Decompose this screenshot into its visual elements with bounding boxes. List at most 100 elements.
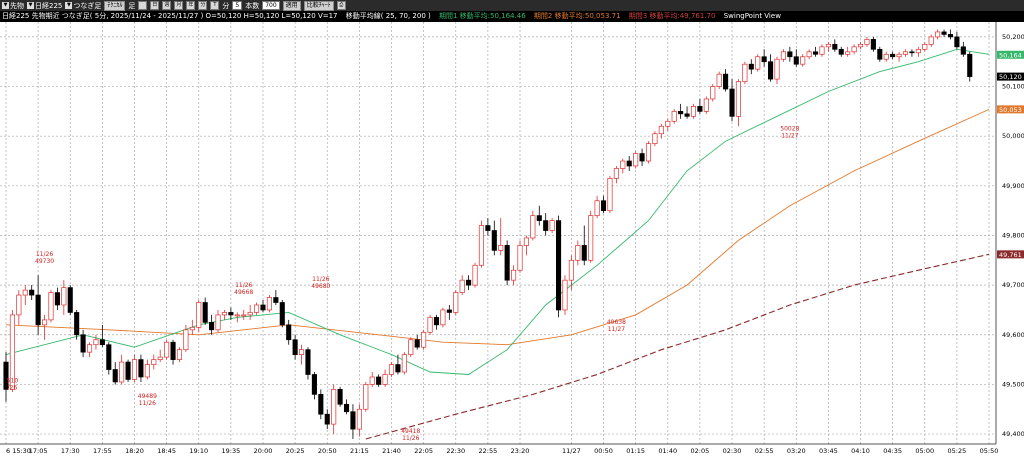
period-month-button[interactable]: 月 — [174, 1, 184, 10]
period-tick-button[interactable]: T — [210, 1, 220, 10]
candle-body — [947, 34, 954, 38]
x-tick-label: 23:20 — [511, 447, 530, 455]
swing-point-label: 11/26 — [235, 282, 252, 289]
x-tick-label: 00:50 — [594, 447, 613, 455]
chart-type-icon[interactable] — [138, 1, 148, 10]
candle-body — [896, 53, 902, 58]
interval-input[interactable]: 5 — [232, 1, 243, 10]
candle-body — [331, 389, 337, 425]
swing-point-label: 49489 — [138, 393, 157, 400]
x-tick-label: 05:00 — [915, 447, 934, 455]
period-year-button[interactable]: 年 — [186, 1, 196, 10]
candle-body — [421, 331, 427, 348]
candle-body — [414, 339, 420, 348]
candle-body — [909, 51, 915, 54]
candle-body — [41, 319, 48, 326]
candle-body — [221, 312, 228, 316]
candle-body — [254, 304, 260, 313]
candle-body — [144, 364, 150, 378]
candle-body — [164, 341, 170, 358]
technical-button[interactable]: ﾃｸﾆｶﾙ — [104, 0, 126, 11]
candle-body — [241, 314, 247, 317]
y-tick-label: 49,800 — [1002, 231, 1024, 239]
candle-body — [562, 279, 568, 311]
candle-body — [851, 46, 857, 53]
swing-point-label: /26 — [8, 384, 18, 391]
candle-body — [350, 411, 356, 430]
ma1-line — [5, 48, 990, 375]
candle-body — [954, 36, 960, 48]
candle-body — [215, 314, 221, 331]
candle-body — [967, 53, 973, 77]
ashi-label: 足 — [128, 1, 136, 10]
candle-body — [941, 31, 947, 35]
price-label-box — [997, 105, 1024, 114]
market-select[interactable]: ▼ 先物 — [2, 1, 24, 10]
candle-body — [74, 312, 80, 336]
candle-body — [29, 289, 35, 296]
swing-point-label: 11/26 — [312, 276, 329, 283]
candle-body — [35, 294, 41, 326]
compare-chart-button[interactable]: 比較ﾁｬｰﾄ — [303, 0, 334, 11]
candle-body — [928, 36, 934, 45]
candle-body — [787, 51, 793, 58]
candle-body — [106, 344, 112, 370]
candle-body — [774, 58, 780, 80]
candle-body — [555, 220, 562, 311]
candle-body — [838, 48, 844, 55]
candle-body — [633, 153, 639, 167]
candle-body — [523, 237, 529, 246]
candle-body — [395, 364, 401, 373]
candle-body — [80, 334, 86, 353]
candle-body — [273, 297, 279, 303]
instrument-select[interactable]: ▼ 日経225 — [27, 1, 63, 10]
candle-body — [266, 297, 272, 311]
period-minute-button[interactable]: 分 — [198, 1, 208, 10]
candle-body — [260, 304, 266, 311]
candle-body — [61, 287, 67, 306]
contract-select[interactable]: ▼ つなぎ足 — [65, 1, 102, 10]
x-tick-label: 04:35 — [883, 447, 902, 455]
candle-body — [812, 51, 819, 55]
swing-point-label: 49730 — [35, 258, 54, 265]
candle-body — [845, 51, 851, 55]
count-input[interactable]: 700 — [262, 1, 280, 10]
y-tick-label: 50,100 — [1002, 83, 1024, 91]
candle-body — [305, 349, 311, 375]
candle-body — [440, 309, 446, 326]
x-tick-label: 22:55 — [479, 447, 498, 455]
candle-body — [279, 302, 285, 326]
y-tick-label: 49,500 — [1002, 380, 1024, 388]
candle-body — [112, 369, 118, 383]
candle-body — [549, 220, 555, 231]
candle-body — [376, 376, 382, 385]
candle-body — [652, 133, 658, 144]
candle-body — [22, 289, 28, 296]
x-tick-label: 11/27 — [562, 447, 581, 455]
candle-body — [768, 61, 774, 80]
x-tick-label: 20:50 — [318, 447, 337, 455]
candle-body — [343, 403, 350, 413]
candle-body — [67, 287, 73, 313]
period-week-button[interactable]: 週 — [162, 1, 172, 10]
candle-body — [388, 364, 395, 375]
x-tick-label: 01:15 — [626, 447, 645, 455]
ma3-value: 期間3 移動平均:49,761.70 — [628, 12, 716, 20]
candle-body — [857, 43, 864, 48]
price-label-text: 50,120 — [999, 73, 1022, 81]
print-icon[interactable]: ⎙ — [336, 1, 346, 10]
ma3-line — [365, 253, 990, 440]
apply-button[interactable]: 適用 — [282, 0, 301, 11]
x-tick-label: 20:25 — [286, 447, 305, 455]
dropdown-arrow-icon: ▼ — [27, 2, 34, 9]
candle-body — [196, 302, 202, 328]
candle-body — [735, 81, 742, 117]
price-label-box — [997, 72, 1024, 81]
candle-body — [517, 245, 523, 271]
candle-body — [780, 51, 786, 60]
chart-info-bar: 日経225 先物期近 つなぎ足( 5分, 2025/11/24 - 2025/1… — [0, 11, 1024, 22]
candle-body — [935, 31, 941, 38]
period-day-button[interactable]: 日 — [150, 1, 160, 10]
candle-body — [189, 326, 195, 331]
